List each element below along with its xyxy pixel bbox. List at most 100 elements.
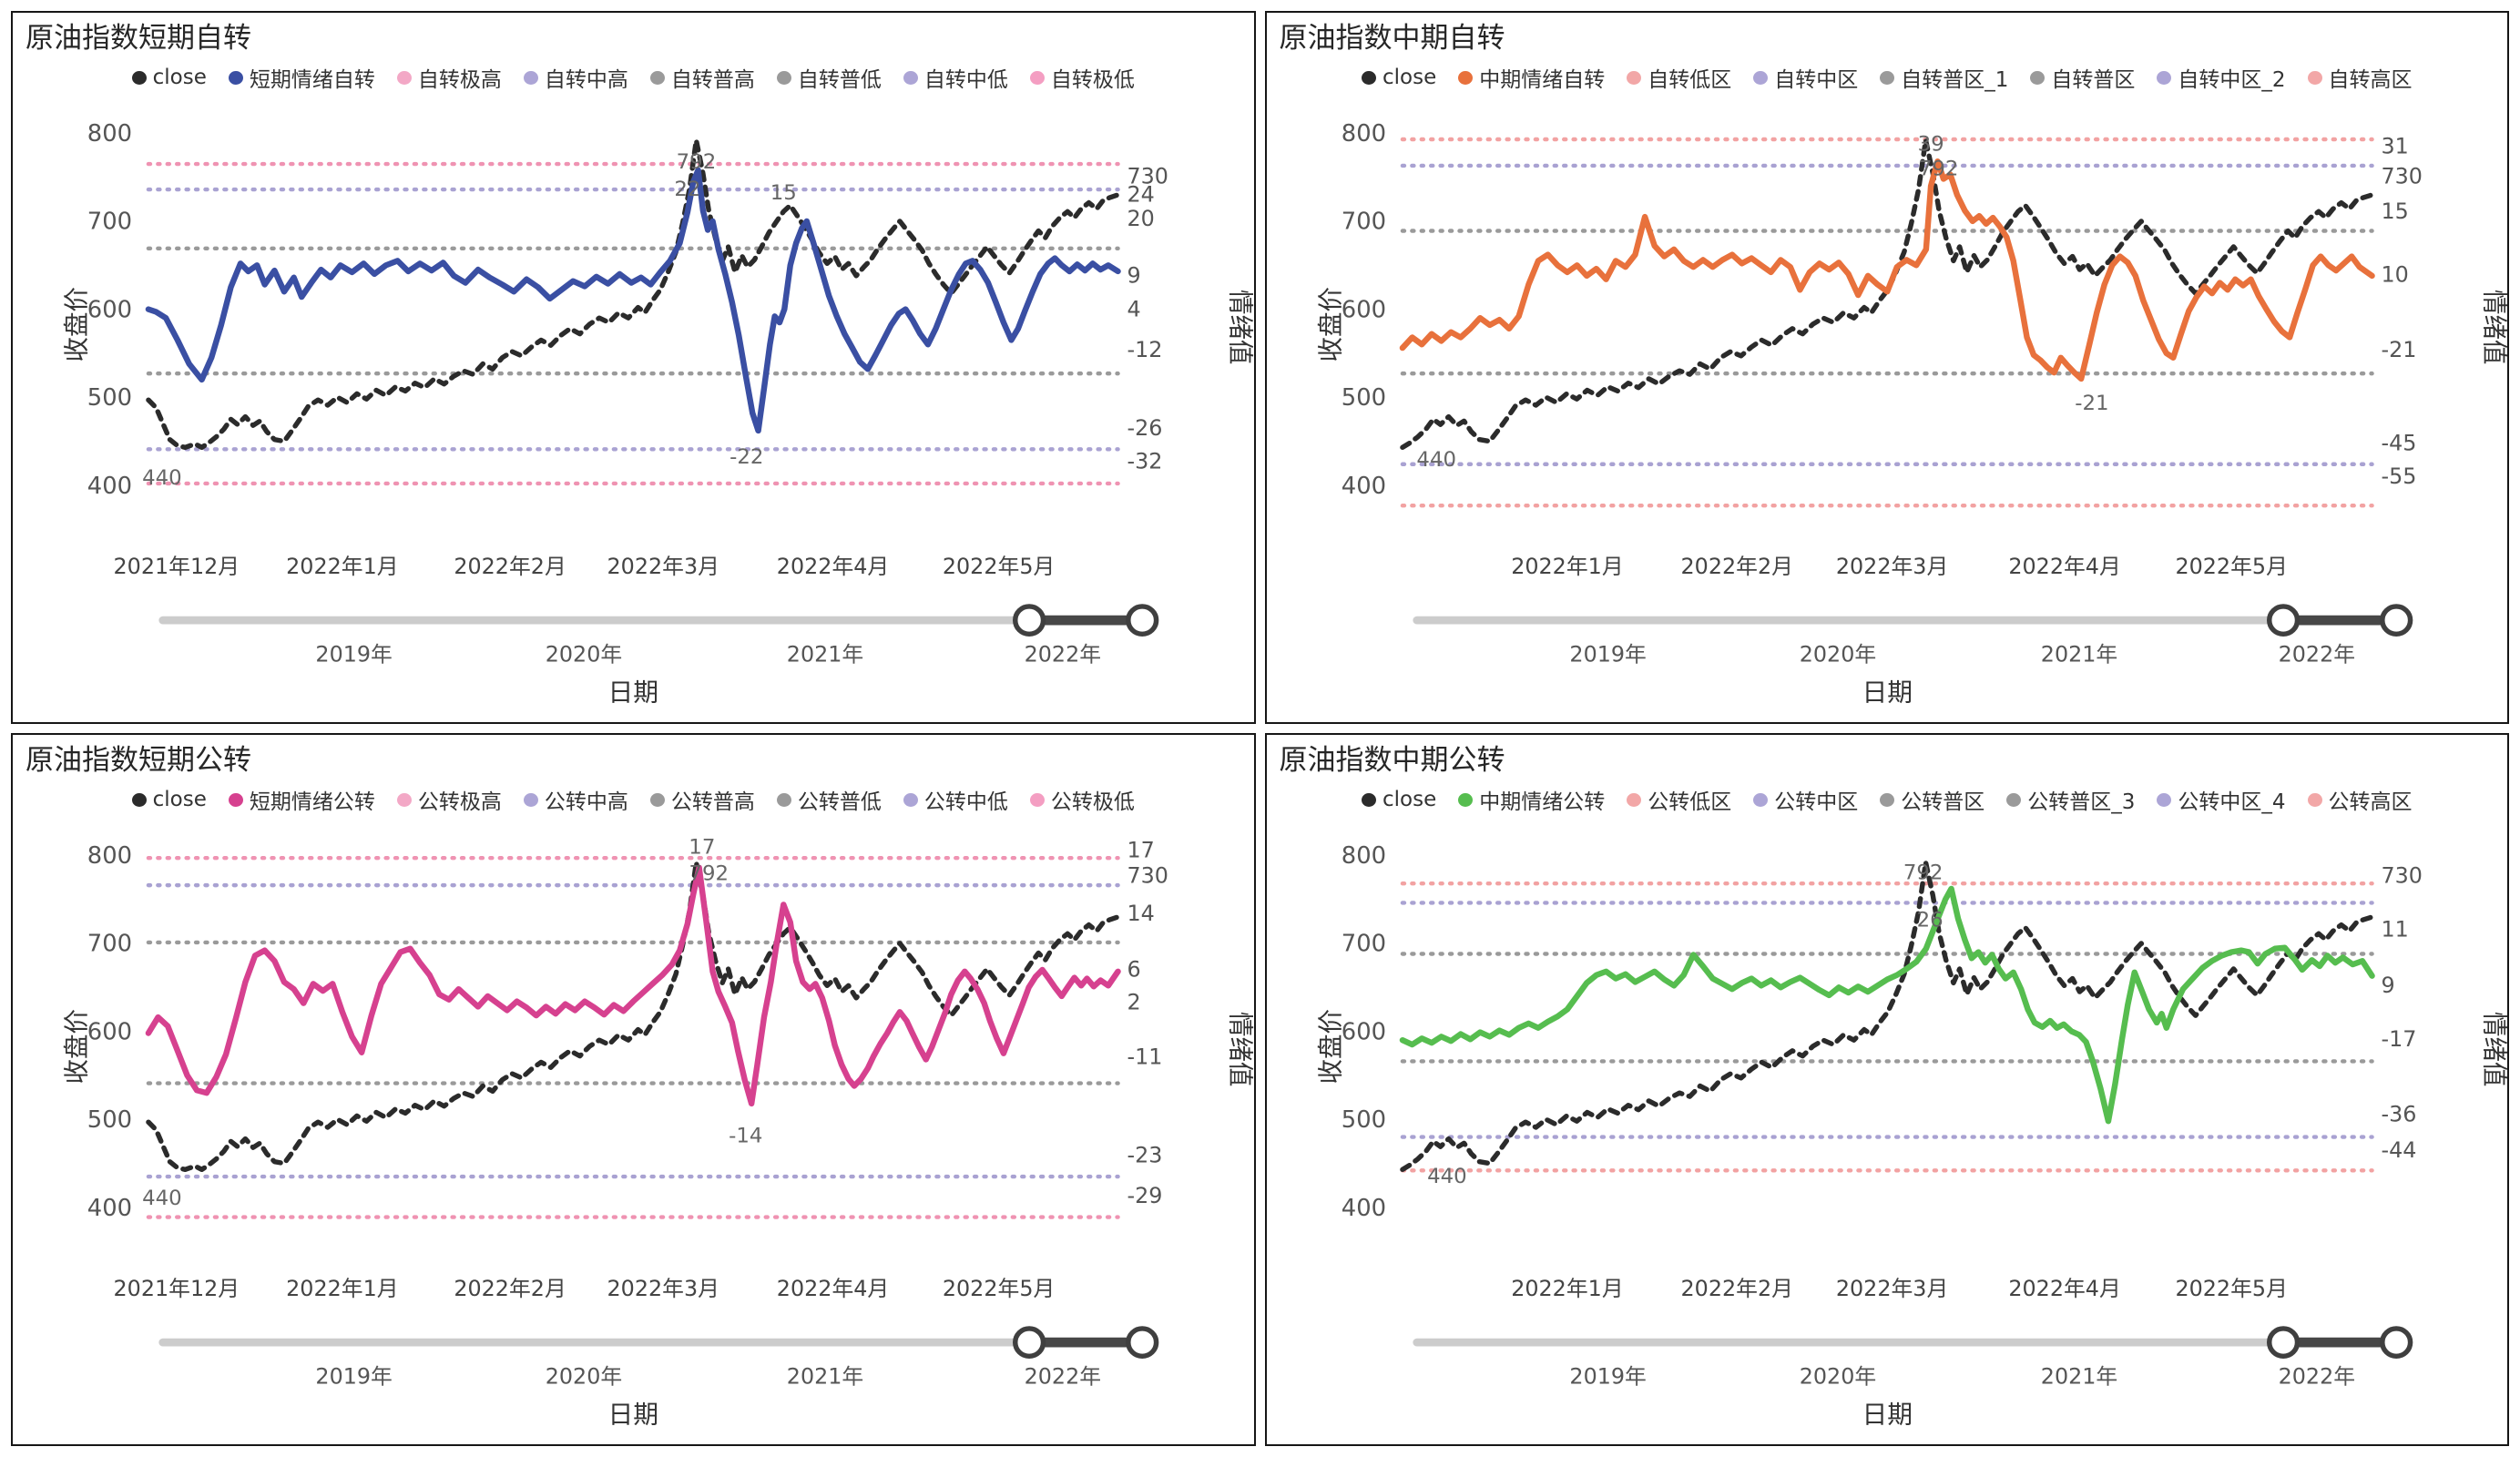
x-tick-2022年3月: 2022年3月 <box>607 1276 719 1301</box>
legend-label: 自转高区 <box>2328 68 2413 92</box>
legend-dot-icon <box>1753 70 1769 85</box>
legend-label: 短期情绪自转 <box>249 68 375 92</box>
legend-item-公转普低[interactable]: 公转普低 <box>776 784 882 815</box>
slider-year-2022年: 2022年 <box>1025 641 1101 667</box>
legend-item-中期情绪自转[interactable]: 中期情绪自转 <box>1458 62 1605 93</box>
annotation-39: 39 <box>1917 133 1944 157</box>
legend-item-公转中低[interactable]: 公转中低 <box>903 784 1008 815</box>
legend-item-中期情绪公转[interactable]: 中期情绪公转 <box>1458 784 1605 815</box>
sentiment-line-中期情绪自转 <box>1399 158 2375 382</box>
legend-item-公转普区[interactable]: 公转普区 <box>1880 784 1984 815</box>
legend-item-短期情绪公转[interactable]: 短期情绪公转 <box>228 784 375 815</box>
plot-area[interactable] <box>148 121 1118 520</box>
legend-item-公转普高[interactable]: 公转普高 <box>649 784 755 815</box>
legend-dot-icon <box>1627 70 1642 85</box>
sentiment-axis-label-11: 11 <box>2381 916 2408 942</box>
legend-item-自转中低[interactable]: 自转中低 <box>903 62 1008 93</box>
legend-label: 公转普低 <box>797 790 882 814</box>
plot-area[interactable] <box>1402 121 2372 520</box>
legend-item-自转极高[interactable]: 自转极高 <box>396 62 502 93</box>
slider-handle-right[interactable] <box>1126 604 1159 637</box>
legend-item-自转中高[interactable]: 自转中高 <box>523 62 628 93</box>
x-tick-2022年4月: 2022年4月 <box>777 554 889 579</box>
sentiment-axis-label--55: -55 <box>2381 464 2416 489</box>
legend-item-close[interactable]: close <box>1361 66 1437 89</box>
slider-year-2020年: 2020年 <box>546 641 622 667</box>
annotation-792: 792 <box>677 150 717 174</box>
plot-area[interactable] <box>1402 843 2372 1242</box>
legend-item-自转低区[interactable]: 自转低区 <box>1627 62 1731 93</box>
slider-handle-left[interactable] <box>1012 604 1046 637</box>
sentiment-axis-label-14: 14 <box>1127 901 1154 926</box>
slider-handle-right[interactable] <box>2379 604 2413 637</box>
chart-title: 原油指数中期自转 <box>1279 22 1505 55</box>
sentiment-axis-label-9: 9 <box>1127 263 1140 289</box>
legend-dot-icon <box>903 792 918 807</box>
legend-item-公转高区[interactable]: 公转高区 <box>2307 784 2413 815</box>
annotation--14: -14 <box>729 1125 762 1148</box>
legend-label: close <box>152 66 207 89</box>
slider-handle-right[interactable] <box>2379 1326 2413 1360</box>
legend-label: close <box>1382 66 1437 89</box>
legend-item-自转高区[interactable]: 自转高区 <box>2307 62 2413 93</box>
legend: close 中期情绪自转 自转低区 自转中区 自转普区_1 自转普区 自转中区_2 自转高区 <box>1267 58 2508 97</box>
x-tick-2021年12月: 2021年12月 <box>114 1276 240 1301</box>
legend-dot-icon <box>131 70 147 85</box>
x-tick-2022年4月: 2022年4月 <box>2008 1276 2120 1301</box>
legend-item-公转极低[interactable]: 公转极低 <box>1029 784 1135 815</box>
sentiment-line-中期情绪公转 <box>1399 885 2375 1125</box>
panel-short-revolution: 原油指数短期公转 close 短期情绪公转 公转极高 公转中高 公转普高 公转普低 公转中低… <box>11 733 1256 1446</box>
x-tick-2022年3月: 2022年3月 <box>1835 554 1947 579</box>
slider-handle-right[interactable] <box>1126 1326 1159 1360</box>
legend-dot-icon <box>228 792 243 807</box>
sentiment-axis-label-730: 730 <box>1127 862 1168 888</box>
legend-item-公转中区[interactable]: 公转中区 <box>1753 784 1858 815</box>
legend-item-短期情绪自转[interactable]: 短期情绪自转 <box>228 62 375 93</box>
x-tick-2022年5月: 2022年5月 <box>2175 554 2287 579</box>
legend-item-公转普区_3[interactable]: 公转普区_3 <box>2006 784 2135 815</box>
sentiment-axis-label--26: -26 <box>1127 415 1162 441</box>
legend-label: 公转极低 <box>1050 790 1135 814</box>
legend-item-自转普区[interactable]: 自转普区 <box>2030 62 2135 93</box>
slider-handle-left[interactable] <box>2266 1326 2300 1360</box>
sentiment-axis-label-31: 31 <box>2381 134 2408 159</box>
legend-item-自转普区_1[interactable]: 自转普区_1 <box>1880 62 2008 93</box>
slider-year-2022年: 2022年 <box>2278 1363 2354 1389</box>
legend: close 短期情绪公转 公转极高 公转中高 公转普高 公转普低 公转中低 公转极低 <box>13 780 1254 819</box>
annotation-792: 792 <box>1903 861 1943 885</box>
chart-title: 原油指数短期自转 <box>26 22 251 55</box>
legend-label: 自转中区_2 <box>2178 68 2286 92</box>
legend-item-公转中高[interactable]: 公转中高 <box>523 784 628 815</box>
slider-handle-left[interactable] <box>1012 1326 1046 1360</box>
sentiment-axis-label-17: 17 <box>1127 837 1154 862</box>
legend-item-close[interactable]: close <box>131 66 207 89</box>
slider-year-2021年: 2021年 <box>787 1363 863 1389</box>
legend-item-公转低区[interactable]: 公转低区 <box>1627 784 1731 815</box>
legend-item-自转中区_2[interactable]: 自转中区_2 <box>2157 62 2286 93</box>
legend-dot-icon <box>1880 70 1895 85</box>
legend: close 短期情绪自转 自转极高 自转中高 自转普高 自转普低 自转中低 自转极低 <box>13 58 1254 97</box>
annotation-792: 792 <box>689 862 729 886</box>
legend-dot-icon <box>523 792 538 807</box>
legend-item-公转中区_4[interactable]: 公转中区_4 <box>2157 784 2286 815</box>
plot-area[interactable] <box>148 843 1118 1242</box>
legend-dot-icon <box>1361 792 1376 807</box>
price-tick-600: 600 <box>1341 297 1385 324</box>
price-tick-700: 700 <box>87 931 132 958</box>
chart-canvas: 800 700 600 500 400 收盘价 情绪值 730 11 9 -17 -36 -44 440 7… <box>1315 842 2507 1429</box>
slider-handle-left[interactable] <box>2266 604 2300 637</box>
panel-short-self-rotation: 原油指数短期自转 close 短期情绪自转 自转极高 自转中高 自转普高 自转普低 自转中低… <box>11 11 1256 724</box>
legend-item-自转普低[interactable]: 自转普低 <box>776 62 882 93</box>
legend-item-自转中区[interactable]: 自转中区 <box>1753 62 1858 93</box>
sentiment-line-短期情绪公转 <box>145 864 1121 1107</box>
legend-label: 公转低区 <box>1648 790 1732 814</box>
legend-item-close[interactable]: close <box>1361 788 1436 811</box>
legend-item-close[interactable]: close <box>131 788 207 811</box>
slider-year-2021年: 2021年 <box>2040 1363 2117 1389</box>
annotation--22: -22 <box>729 445 763 469</box>
legend-item-公转极高[interactable]: 公转极高 <box>396 784 502 815</box>
legend-item-自转普高[interactable]: 自转普高 <box>649 62 755 93</box>
right-axis-title: 情绪值 <box>2479 290 2507 364</box>
legend-item-自转极低[interactable]: 自转极低 <box>1029 62 1135 93</box>
